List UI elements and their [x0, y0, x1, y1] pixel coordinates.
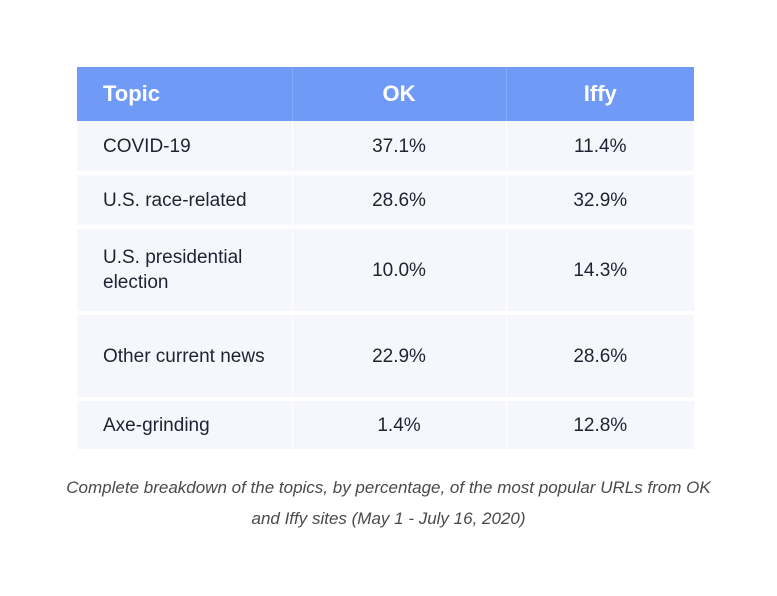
table-caption: Complete breakdown of the topics, by per… — [66, 478, 711, 528]
topics-table-container: Topic OK Iffy COVID-19 37.1% 11.4% U.S. … — [77, 67, 694, 449]
cell-ok: 28.6% — [292, 173, 507, 229]
cell-ok: 1.4% — [292, 399, 507, 449]
table-header-row: Topic OK Iffy — [77, 67, 694, 121]
cell-iffy: 28.6% — [506, 313, 694, 401]
cell-topic: U.S. presidential election — [77, 227, 293, 315]
column-header-iffy: Iffy — [506, 67, 694, 121]
column-header-ok: OK — [292, 67, 507, 121]
cell-iffy: 12.8% — [506, 399, 694, 449]
table-row: Other current news 22.9% 28.6% — [77, 313, 694, 401]
column-header-topic: Topic — [77, 67, 293, 121]
cell-iffy: 11.4% — [506, 121, 694, 175]
cell-topic: COVID-19 — [77, 121, 293, 175]
table-row: COVID-19 37.1% 11.4% — [77, 121, 694, 175]
cell-ok: 22.9% — [292, 313, 507, 401]
cell-ok: 10.0% — [292, 227, 507, 315]
cell-topic: Axe-grinding — [77, 399, 293, 449]
table-row: U.S. presidential election 10.0% 14.3% — [77, 227, 694, 315]
table-row: U.S. race-related 28.6% 32.9% — [77, 173, 694, 229]
topics-table: Topic OK Iffy COVID-19 37.1% 11.4% U.S. … — [77, 67, 694, 449]
cell-topic: U.S. race-related — [77, 173, 293, 229]
cell-topic: Other current news — [77, 313, 293, 401]
table-row: Axe-grinding 1.4% 12.8% — [77, 399, 694, 449]
cell-iffy: 32.9% — [506, 173, 694, 229]
cell-iffy: 14.3% — [506, 227, 694, 315]
cell-ok: 37.1% — [292, 121, 507, 175]
